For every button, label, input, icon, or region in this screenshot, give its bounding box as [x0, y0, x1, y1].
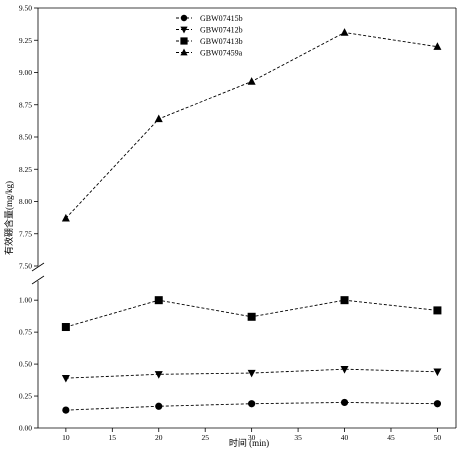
legend: GBW07415b GBW07412b GBW07413b GBW07459a	[176, 14, 243, 58]
legend-label: GBW07415b	[200, 14, 243, 23]
data-point	[154, 114, 163, 123]
x-tick-label: 10	[62, 433, 70, 442]
x-tick-label: 50	[434, 433, 442, 442]
data-point	[433, 400, 442, 408]
x-tick-label: 35	[294, 433, 302, 442]
axes: 7.50 7.75 8.00 8.25 8.50 8.75 9.00 9.25 9.50 0.00…	[19, 4, 457, 442]
y-tick-label: 8.00	[19, 197, 32, 206]
y-tick-label: 8.25	[19, 165, 32, 174]
data-point	[61, 213, 70, 222]
y-tick-label: 8.50	[19, 133, 32, 142]
data-point	[154, 296, 163, 305]
y-tick-label: 8.75	[19, 100, 32, 109]
legend-label: GBW07413b	[200, 37, 243, 46]
data-point	[180, 14, 188, 22]
legend-label: GBW07412b	[200, 26, 243, 35]
data-point	[340, 366, 349, 374]
y-tick-label: 0.50	[19, 360, 32, 369]
series-GBW07415b	[62, 398, 442, 414]
data-point	[340, 398, 349, 407]
series-line	[65, 32, 438, 219]
y-tick-label: 9.50	[19, 4, 32, 13]
y-tick-label: 7.50	[19, 262, 32, 271]
y-tick-label: 0.75	[19, 328, 32, 337]
data-point	[433, 306, 442, 315]
data-point	[154, 371, 163, 379]
data-point	[248, 400, 256, 408]
data-point	[61, 323, 70, 332]
data-point	[433, 42, 442, 50]
y-axis-label: 有效硼含量(mg/kg)	[3, 181, 14, 255]
data-point	[247, 77, 256, 85]
legend-entry: GBW07459a	[176, 49, 243, 58]
data-point	[62, 406, 70, 414]
axis-break-mark	[31, 262, 45, 272]
y-tick-label: 9.25	[19, 36, 32, 45]
axis-break-mark	[31, 275, 45, 285]
series-GBW07413b	[61, 296, 442, 332]
y-tick-label: 0.25	[19, 392, 32, 401]
data-point	[61, 374, 70, 383]
x-tick-label: 20	[155, 433, 163, 442]
data-point	[180, 26, 188, 34]
x-axis-label: 时间 (min)	[229, 437, 269, 448]
data-point	[180, 48, 188, 56]
x-tick-label: 25	[201, 433, 209, 442]
data-point	[247, 369, 256, 378]
x-tick-label: 40	[341, 433, 349, 442]
x-tick-label: 45	[387, 433, 395, 442]
data-point	[247, 312, 256, 321]
x-tick-label: 30	[248, 433, 256, 442]
legend-entry: GBW07412b	[176, 26, 243, 35]
legend-label: GBW07459a	[200, 49, 243, 58]
y-tick-label: 7.75	[19, 229, 32, 238]
data-point	[433, 368, 442, 377]
data-point	[180, 37, 188, 45]
legend-entry: GBW07413b	[176, 37, 243, 46]
legend-entry: GBW07415b	[176, 14, 243, 23]
y-tick-label: 9.00	[19, 68, 32, 77]
data-point	[340, 296, 349, 305]
data-point	[155, 402, 163, 410]
y-tick-label: 0.00	[19, 424, 32, 433]
series-GBW07412b	[61, 366, 442, 383]
x-tick-label: 15	[109, 433, 117, 442]
series-GBW07459a	[61, 28, 442, 222]
data-point	[340, 28, 349, 36]
series-layer	[61, 28, 442, 414]
y-tick-label: 1.00	[19, 296, 32, 305]
